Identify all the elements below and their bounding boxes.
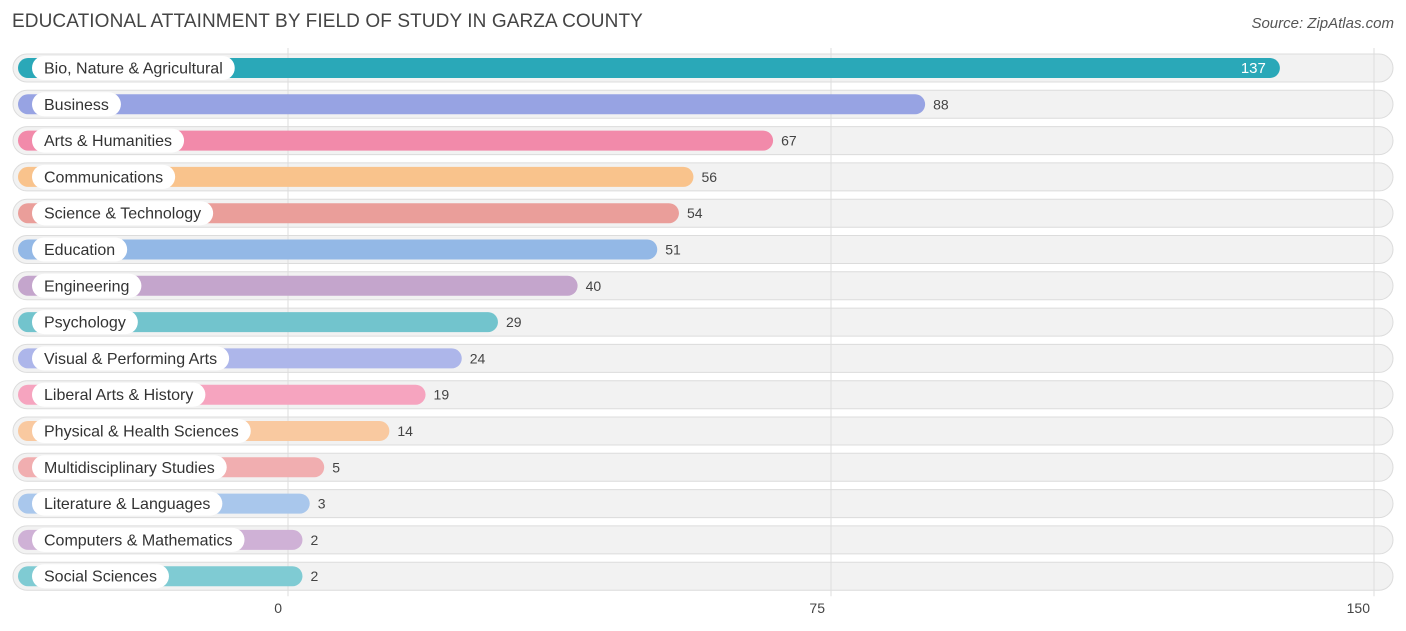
category-label-pill [32, 237, 128, 262]
bar-group: Business 88 [18, 92, 949, 117]
bar-group: Psychology 29 [18, 310, 522, 335]
bar-group: Bio, Nature & Agricultural 137 [18, 56, 1280, 80]
category-label: Science & Technology [44, 206, 201, 223]
category-label: Visual & Performing Arts [44, 351, 217, 368]
bar-group: Visual & Performing Arts 24 [18, 346, 486, 371]
value-label: 2 [310, 532, 318, 548]
bar [18, 94, 926, 115]
bar [18, 239, 658, 260]
value-label: 137 [1241, 60, 1266, 77]
category-label-pill [32, 491, 223, 516]
category-label: Literature & Languages [44, 496, 210, 513]
category-label: Communications [44, 169, 163, 186]
bar-group: Multidisciplinary Studies 5 [18, 455, 340, 480]
category-label: Computers & Mathematics [44, 532, 233, 549]
bar [18, 166, 694, 187]
bar-group: Engineering 40 [18, 273, 602, 298]
category-label: Bio, Nature & Agricultural [44, 61, 223, 78]
row-background [12, 489, 1394, 519]
category-label-pill [32, 92, 121, 117]
category-label: Education [44, 242, 115, 259]
value-label: 51 [665, 242, 681, 258]
chart-title: EDUCATIONAL ATTAINMENT BY FIELD OF STUDY… [12, 11, 643, 32]
value-label: 2 [310, 568, 318, 584]
category-label: Multidisciplinary Studies [44, 460, 215, 477]
category-label: Physical & Health Sciences [44, 424, 239, 441]
bar-group: Science & Technology 54 [18, 201, 703, 226]
category-label-pill [32, 164, 176, 189]
category-label-pill [32, 455, 227, 480]
value-label: 54 [687, 205, 703, 221]
bar-group: Computers & Mathematics 2 [18, 527, 318, 552]
bar [18, 275, 578, 296]
category-label: Liberal Arts & History [44, 387, 193, 404]
category-label-pill [32, 56, 235, 80]
category-label-pill [32, 310, 138, 335]
category-label: Psychology [44, 315, 126, 332]
category-label-pill [32, 201, 214, 226]
category-label-pill [32, 527, 245, 552]
value-label: 5 [332, 459, 340, 475]
value-label: 88 [933, 96, 949, 112]
value-label: 14 [397, 423, 413, 439]
category-label-pill [32, 346, 230, 371]
bar [18, 130, 774, 151]
bar-group: Social Sciences 2 [18, 564, 318, 589]
row-background [12, 561, 1394, 591]
category-label-pill [32, 382, 206, 407]
bar [18, 58, 1280, 78]
value-label: 56 [701, 169, 717, 185]
bar-group: Liberal Arts & History 19 [18, 382, 450, 407]
value-label: 29 [506, 314, 522, 330]
bar-group: Arts & Humanities 67 [18, 128, 797, 153]
value-label: 40 [586, 278, 602, 294]
x-tick-label: 150 [1347, 600, 1371, 616]
x-tick-label: 0 [274, 600, 282, 616]
row-background [12, 525, 1394, 555]
category-label: Social Sciences [44, 569, 157, 586]
category-label: Engineering [44, 278, 129, 295]
bar-group: Communications 56 [18, 164, 717, 189]
x-tick-label: 75 [809, 600, 825, 616]
category-label-pill [32, 564, 169, 589]
value-label: 19 [434, 387, 450, 403]
row-background [12, 452, 1394, 482]
bar-group: Education 51 [18, 237, 681, 262]
bar [18, 312, 498, 333]
bar-group: Literature & Languages 3 [18, 491, 326, 516]
category-label: Arts & Humanities [44, 133, 172, 150]
value-label: 24 [470, 350, 486, 366]
bar-group: Physical & Health Sciences 14 [18, 419, 413, 443]
category-label: Business [44, 97, 109, 114]
source-credit: Source: ZipAtlas.com [1251, 15, 1394, 32]
category-label-pill [32, 273, 142, 298]
value-label: 3 [318, 496, 326, 512]
category-label-pill [32, 419, 251, 443]
value-label: 67 [781, 133, 797, 149]
category-label-pill [32, 128, 185, 153]
